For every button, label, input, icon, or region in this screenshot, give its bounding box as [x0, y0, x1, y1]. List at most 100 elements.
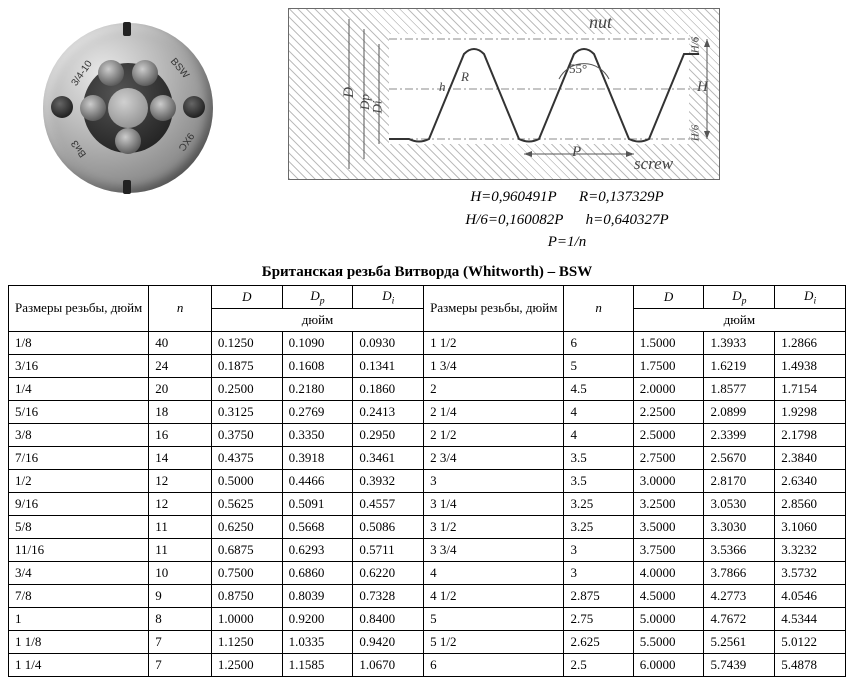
table-cell: 3.5000 — [633, 516, 704, 539]
table-cell: 3.25 — [564, 493, 633, 516]
table-cell: 0.2950 — [353, 424, 424, 447]
table-row: 3/16240.18750.16080.13411 3/451.75001.62… — [9, 355, 846, 378]
table-cell: 1 3/4 — [424, 355, 564, 378]
table-row: 1 1/871.12501.03350.94205 1/22.6255.5000… — [9, 631, 846, 654]
table-cell: 5.4878 — [775, 654, 846, 677]
table-cell: 0.5711 — [353, 539, 424, 562]
formula-1a: H=0,960491P — [470, 189, 556, 205]
formula-2a: H/6=0,160082P — [465, 212, 563, 228]
table-cell: 0.6875 — [211, 539, 282, 562]
table-cell: 1.7154 — [775, 378, 846, 401]
table-cell: 2.3399 — [704, 424, 775, 447]
table-cell: 2.0899 — [704, 401, 775, 424]
table-cell: 7 — [149, 654, 212, 677]
table-cell: 0.9420 — [353, 631, 424, 654]
table-cell: 0.6250 — [211, 516, 282, 539]
table-cell: 8 — [149, 608, 212, 631]
table-cell: 6 — [424, 654, 564, 677]
table-cell: 1.8577 — [704, 378, 775, 401]
table-cell: 0.6220 — [353, 562, 424, 585]
table-cell: 3.0530 — [704, 493, 775, 516]
table-cell: 0.6293 — [282, 539, 353, 562]
table-cell: 2.7500 — [633, 447, 704, 470]
table-cell: 2 — [424, 378, 564, 401]
table-cell: 24 — [149, 355, 212, 378]
table-row: 11/16110.68750.62930.57113 3/433.75003.5… — [9, 539, 846, 562]
table-row: 1/8400.12500.10900.09301 1/261.50001.393… — [9, 332, 846, 355]
diagram-label-r: R — [461, 69, 469, 85]
table-cell: 5 — [564, 355, 633, 378]
formula-1b: R=0,137329P — [579, 189, 664, 205]
table-cell: 4 — [564, 424, 633, 447]
table-cell: 2.875 — [564, 585, 633, 608]
table-cell: 1.9298 — [775, 401, 846, 424]
table-cell: 1/2 — [9, 470, 149, 493]
table-cell: 0.1875 — [211, 355, 282, 378]
table-cell: 0.1250 — [211, 332, 282, 355]
table-cell: 3 1/4 — [424, 493, 564, 516]
table-cell: 1.1250 — [211, 631, 282, 654]
table-cell: 3.3030 — [704, 516, 775, 539]
table-cell: 0.3125 — [211, 401, 282, 424]
table-cell: 0.8750 — [211, 585, 282, 608]
table-cell: 5 — [424, 608, 564, 631]
table-cell: 3.2500 — [633, 493, 704, 516]
table-cell: 4.5000 — [633, 585, 704, 608]
table-cell: 3/4 — [9, 562, 149, 585]
table-cell: 4.2773 — [704, 585, 775, 608]
table-cell: 5.2561 — [704, 631, 775, 654]
formula-3: P=1/n — [548, 234, 586, 250]
table-cell: 0.9200 — [282, 608, 353, 631]
table-cell: 2.75 — [564, 608, 633, 631]
table-cell: 0.3461 — [353, 447, 424, 470]
table-cell: 0.7328 — [353, 585, 424, 608]
table-cell: 1.4938 — [775, 355, 846, 378]
table-cell: 0.5000 — [211, 470, 282, 493]
th-dp-right: Dp — [704, 285, 775, 309]
th-dp-left: Dp — [282, 285, 353, 309]
table-cell: 4.7672 — [704, 608, 775, 631]
th-d-right: D — [633, 285, 704, 309]
table-cell: 5/8 — [9, 516, 149, 539]
table-cell: 1/4 — [9, 378, 149, 401]
table-cell: 5.0000 — [633, 608, 704, 631]
th-n-left: n — [149, 285, 212, 332]
table-cell: 1 1/4 — [9, 654, 149, 677]
table-cell: 3.1060 — [775, 516, 846, 539]
formula-2b: h=0,640327P — [586, 212, 669, 228]
th-size-right: Размеры резьбы, дюйм — [424, 285, 564, 332]
diagram-label-angle: 55° — [569, 61, 587, 77]
table-cell: 0.4466 — [282, 470, 353, 493]
die-photo: 3/4-10 BSW 9XC ВиЗ — [28, 8, 238, 218]
table-cell: 0.2500 — [211, 378, 282, 401]
table-cell: 0.1341 — [353, 355, 424, 378]
table-cell: 2.8170 — [704, 470, 775, 493]
table-cell: 0.4375 — [211, 447, 282, 470]
table-cell: 40 — [149, 332, 212, 355]
table-cell: 5 1/2 — [424, 631, 564, 654]
table-cell: 7/8 — [9, 585, 149, 608]
table-cell: 0.1860 — [353, 378, 424, 401]
table-cell: 2 1/2 — [424, 424, 564, 447]
table-cell: 2.2500 — [633, 401, 704, 424]
table-cell: 4.5344 — [775, 608, 846, 631]
table-cell: 3 — [564, 562, 633, 585]
table-cell: 12 — [149, 493, 212, 516]
table-cell: 20 — [149, 378, 212, 401]
table-cell: 4.0000 — [633, 562, 704, 585]
table-cell: 1.2500 — [211, 654, 282, 677]
formula-block: H=0,960491P R=0,137329P H/6=0,160082P h=… — [288, 186, 846, 254]
table-cell: 3 1/2 — [424, 516, 564, 539]
table-cell: 4 — [564, 401, 633, 424]
table-cell: 4 — [424, 562, 564, 585]
table-cell: 0.3350 — [282, 424, 353, 447]
table-cell: 0.1090 — [282, 332, 353, 355]
diagram-label-h6t: H/6 — [689, 37, 701, 54]
table-cell: 6.0000 — [633, 654, 704, 677]
table-row: 7/16140.43750.39180.34612 3/43.52.75002.… — [9, 447, 846, 470]
table-cell: 4.0546 — [775, 585, 846, 608]
table-cell: 2.625 — [564, 631, 633, 654]
table-cell: 4.5 — [564, 378, 633, 401]
table-cell: 0.3932 — [353, 470, 424, 493]
table-row: 5/8110.62500.56680.50863 1/23.253.50003.… — [9, 516, 846, 539]
